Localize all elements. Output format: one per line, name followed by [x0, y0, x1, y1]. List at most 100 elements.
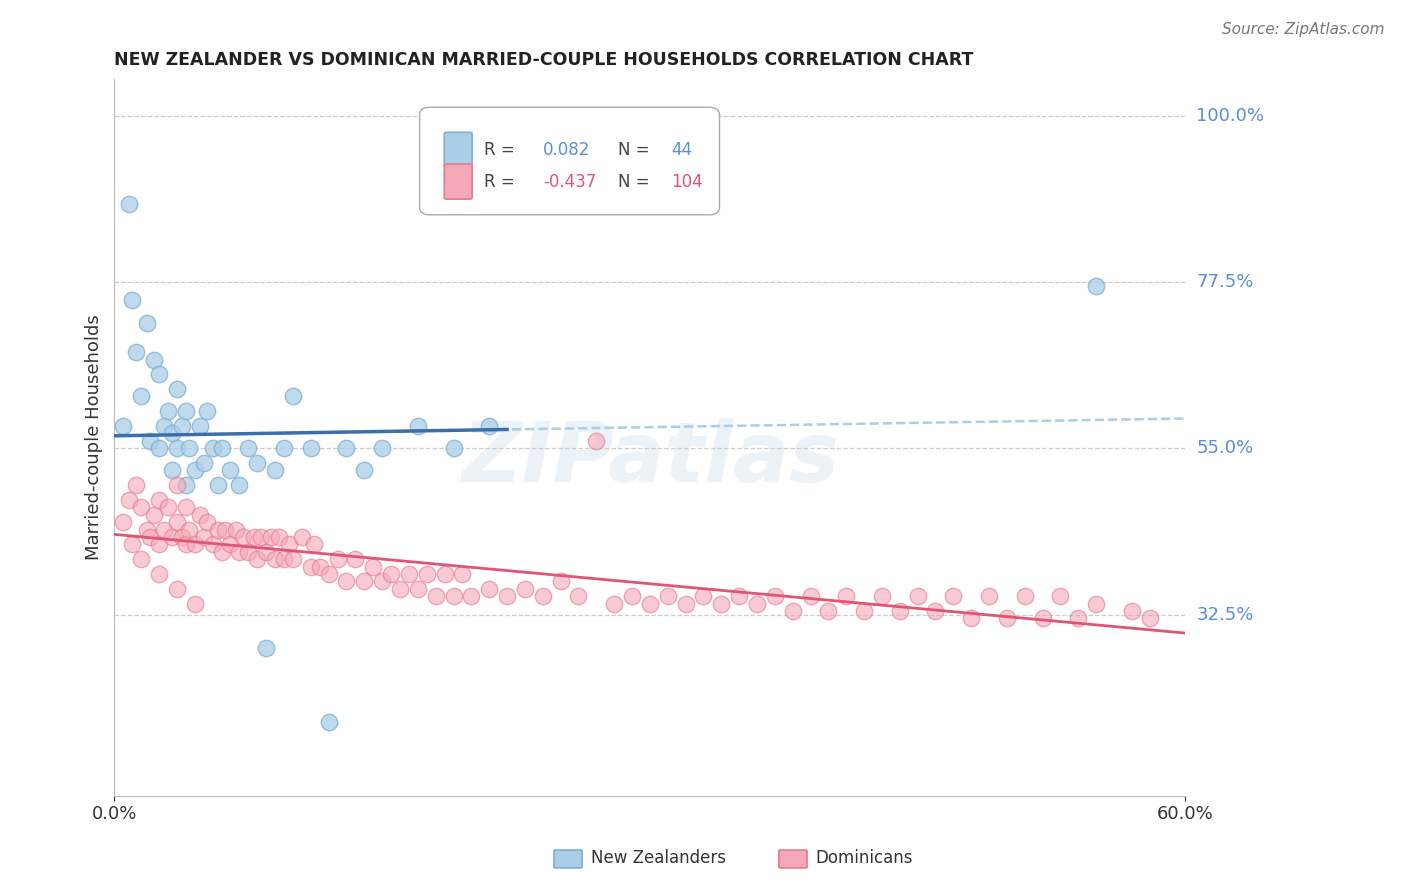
Point: [214, 523, 236, 537]
Point: [924, 604, 946, 618]
Point: [416, 566, 439, 581]
Point: [219, 463, 242, 477]
Point: [907, 589, 929, 603]
Point: [318, 714, 340, 729]
Point: [657, 589, 679, 603]
Point: [142, 352, 165, 367]
Point: [388, 582, 411, 596]
Point: [129, 552, 152, 566]
Point: [118, 493, 141, 508]
Point: [184, 597, 207, 611]
Point: [291, 530, 314, 544]
Point: [238, 545, 260, 559]
Point: [425, 589, 447, 603]
Point: [745, 597, 768, 611]
Point: [335, 574, 357, 589]
Point: [195, 515, 218, 529]
Point: [121, 293, 143, 308]
Point: [299, 442, 322, 456]
FancyBboxPatch shape: [419, 107, 720, 215]
Text: Dominicans: Dominicans: [815, 849, 912, 867]
Point: [621, 589, 644, 603]
Point: [249, 530, 271, 544]
Point: [273, 442, 295, 456]
Point: [184, 537, 207, 551]
Point: [193, 530, 215, 544]
Point: [371, 574, 394, 589]
Point: [496, 589, 519, 603]
Point: [219, 537, 242, 551]
Point: [638, 597, 661, 611]
Point: [361, 559, 384, 574]
Point: [139, 434, 162, 448]
Point: [211, 545, 233, 559]
Point: [603, 597, 626, 611]
Text: N =: N =: [617, 172, 650, 191]
Point: [228, 545, 250, 559]
Point: [112, 515, 135, 529]
Text: N =: N =: [617, 141, 650, 159]
Point: [174, 478, 197, 492]
Text: NEW ZEALANDER VS DOMINICAN MARRIED-COUPLE HOUSEHOLDS CORRELATION CHART: NEW ZEALANDER VS DOMINICAN MARRIED-COUPL…: [114, 51, 974, 69]
Point: [398, 566, 420, 581]
Point: [304, 537, 326, 551]
Point: [139, 530, 162, 544]
Point: [166, 382, 188, 396]
Point: [156, 500, 179, 515]
Point: [125, 345, 148, 359]
Point: [160, 530, 183, 544]
Point: [166, 478, 188, 492]
Point: [211, 442, 233, 456]
Point: [406, 582, 429, 596]
Point: [207, 523, 229, 537]
Point: [1121, 604, 1143, 618]
Point: [232, 530, 254, 544]
Point: [960, 611, 983, 625]
Point: [254, 640, 277, 655]
Text: 0.082: 0.082: [543, 141, 591, 159]
Point: [433, 566, 456, 581]
Point: [188, 508, 211, 522]
Point: [550, 574, 572, 589]
Point: [817, 604, 839, 618]
Point: [135, 316, 157, 330]
Point: [160, 463, 183, 477]
Point: [406, 419, 429, 434]
Point: [160, 426, 183, 441]
Point: [148, 537, 170, 551]
Point: [567, 589, 589, 603]
Point: [201, 442, 224, 456]
Point: [371, 442, 394, 456]
Point: [443, 442, 465, 456]
Point: [1085, 278, 1108, 293]
Point: [353, 574, 375, 589]
Text: 44: 44: [671, 141, 692, 159]
Point: [174, 537, 197, 551]
Point: [121, 537, 143, 551]
Point: [1014, 589, 1036, 603]
Point: [326, 552, 349, 566]
Point: [335, 442, 357, 456]
Text: New Zealanders: New Zealanders: [591, 849, 725, 867]
Text: R =: R =: [484, 141, 515, 159]
Point: [675, 597, 697, 611]
Point: [977, 589, 1000, 603]
Point: [763, 589, 786, 603]
FancyBboxPatch shape: [444, 132, 472, 168]
Point: [129, 500, 152, 515]
Text: 100.0%: 100.0%: [1197, 106, 1264, 125]
Point: [264, 463, 287, 477]
Point: [148, 442, 170, 456]
Text: ZIPatlas: ZIPatlas: [461, 418, 839, 500]
Point: [308, 559, 330, 574]
Point: [1049, 589, 1071, 603]
Point: [299, 559, 322, 574]
Point: [281, 390, 304, 404]
Point: [692, 589, 714, 603]
Point: [353, 463, 375, 477]
Y-axis label: Married-couple Households: Married-couple Households: [86, 314, 103, 560]
Point: [153, 523, 176, 537]
Point: [193, 456, 215, 470]
Text: Source: ZipAtlas.com: Source: ZipAtlas.com: [1222, 22, 1385, 37]
Point: [318, 566, 340, 581]
